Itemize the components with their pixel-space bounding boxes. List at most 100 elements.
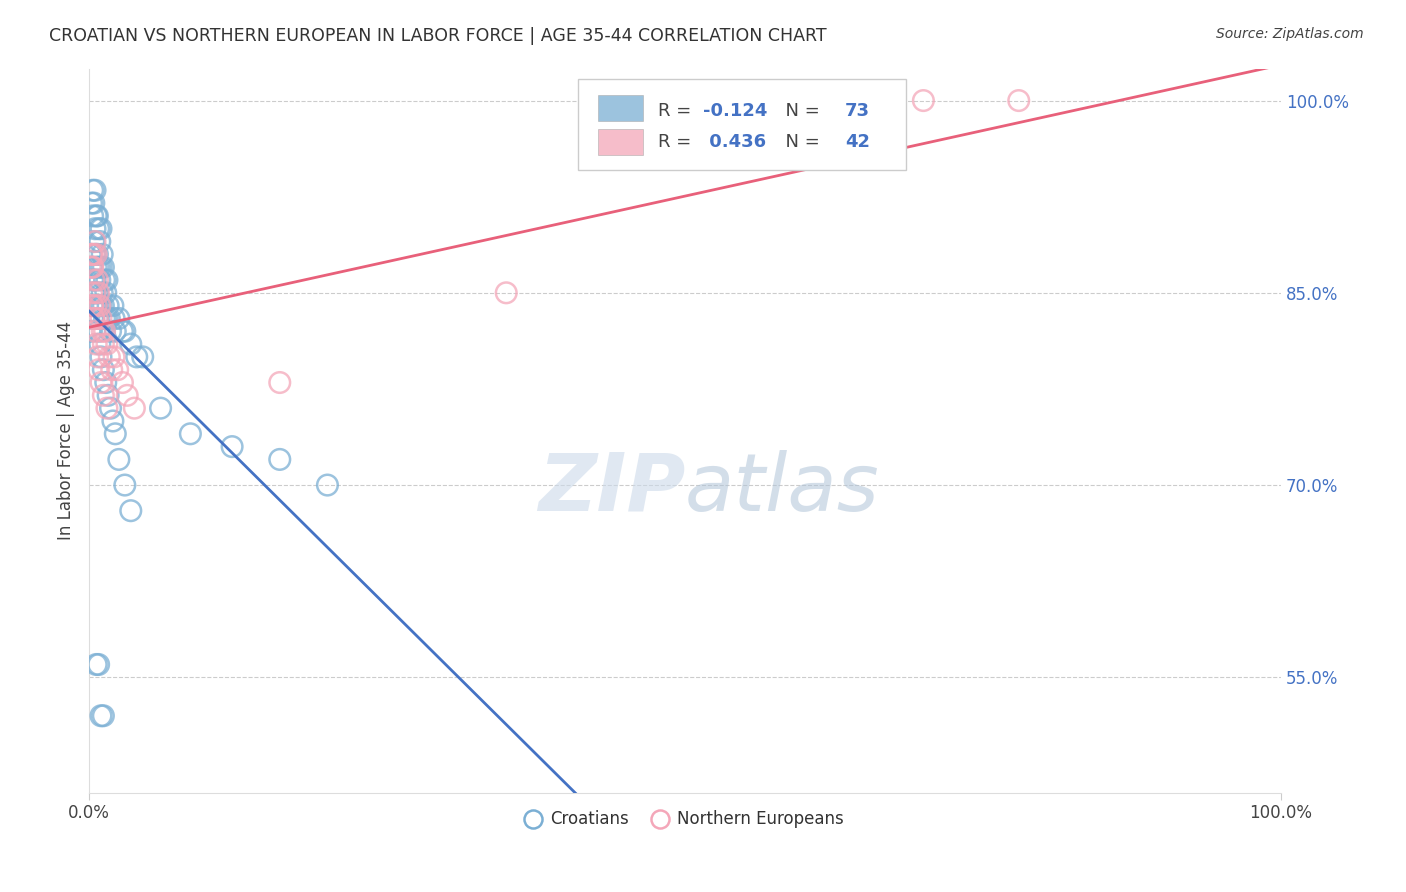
Point — [97, 299, 120, 313]
Y-axis label: In Labor Force | Age 35-44: In Labor Force | Age 35-44 — [58, 321, 75, 541]
Legend: Croatians, Northern Europeans: Croatians, Northern Europeans — [520, 804, 851, 835]
Point — [114, 324, 136, 338]
Point — [93, 337, 115, 351]
Text: N =: N = — [775, 102, 825, 120]
Text: R =: R = — [658, 102, 696, 120]
Point — [86, 209, 108, 223]
FancyBboxPatch shape — [598, 129, 644, 155]
Point — [90, 708, 112, 723]
Point — [93, 324, 115, 338]
Point — [90, 376, 112, 390]
Point — [120, 337, 142, 351]
Point — [108, 452, 131, 467]
Point — [108, 311, 131, 326]
Point — [98, 311, 121, 326]
Point — [87, 299, 110, 313]
Point — [86, 311, 108, 326]
Text: ZIP: ZIP — [537, 450, 685, 527]
Point — [87, 657, 110, 672]
Point — [80, 324, 103, 338]
Point — [84, 299, 107, 313]
Point — [269, 452, 291, 467]
Point — [96, 337, 118, 351]
Point — [495, 285, 517, 300]
Point — [83, 311, 105, 326]
Point — [84, 285, 107, 300]
Point — [115, 388, 138, 402]
Point — [83, 273, 105, 287]
Point — [114, 478, 136, 492]
Point — [79, 247, 101, 261]
Point — [104, 324, 127, 338]
Point — [131, 350, 153, 364]
Point — [83, 196, 105, 211]
Point — [93, 362, 115, 376]
Point — [87, 221, 110, 235]
Point — [82, 260, 104, 275]
Point — [84, 299, 107, 313]
Point — [86, 285, 108, 300]
Point — [84, 324, 107, 338]
Text: 0.436: 0.436 — [703, 134, 766, 152]
Text: atlas: atlas — [685, 450, 880, 527]
Point — [82, 183, 104, 197]
Text: R =: R = — [658, 134, 696, 152]
Point — [100, 362, 122, 376]
Point — [104, 426, 127, 441]
Point — [221, 440, 243, 454]
Point — [107, 362, 129, 376]
Point — [96, 273, 118, 287]
Point — [100, 401, 122, 416]
Point — [87, 285, 110, 300]
Text: 73: 73 — [845, 102, 870, 120]
Point — [82, 311, 104, 326]
Point — [86, 273, 108, 287]
Point — [111, 324, 134, 338]
Point — [91, 247, 114, 261]
Text: CROATIAN VS NORTHERN EUROPEAN IN LABOR FORCE | AGE 35-44 CORRELATION CHART: CROATIAN VS NORTHERN EUROPEAN IN LABOR F… — [49, 27, 827, 45]
Point — [80, 260, 103, 275]
Point — [82, 299, 104, 313]
Point — [96, 311, 118, 326]
Point — [84, 247, 107, 261]
Point — [83, 311, 105, 326]
Text: 42: 42 — [845, 134, 870, 152]
Point — [80, 247, 103, 261]
Point — [86, 247, 108, 261]
Point — [82, 299, 104, 313]
Point — [94, 376, 117, 390]
FancyBboxPatch shape — [578, 79, 905, 169]
Point — [87, 362, 110, 376]
Point — [86, 350, 108, 364]
Point — [120, 504, 142, 518]
Point — [89, 273, 111, 287]
Point — [80, 247, 103, 261]
Point — [89, 299, 111, 313]
Point — [84, 337, 107, 351]
Point — [87, 324, 110, 338]
Point — [149, 401, 172, 416]
Point — [89, 235, 111, 249]
Point — [91, 324, 114, 338]
Point — [83, 299, 105, 313]
FancyBboxPatch shape — [598, 95, 644, 121]
Point — [82, 260, 104, 275]
Point — [269, 376, 291, 390]
Point — [84, 273, 107, 287]
Point — [84, 209, 107, 223]
Point — [90, 299, 112, 313]
Point — [93, 388, 115, 402]
Point — [101, 414, 124, 428]
Point — [97, 388, 120, 402]
Point — [98, 350, 121, 364]
Point — [912, 94, 935, 108]
Point — [84, 299, 107, 313]
Point — [84, 657, 107, 672]
Point — [83, 247, 105, 261]
Point — [94, 285, 117, 300]
Point — [103, 350, 125, 364]
Point — [84, 285, 107, 300]
Text: Source: ZipAtlas.com: Source: ZipAtlas.com — [1216, 27, 1364, 41]
Point — [90, 311, 112, 326]
Point — [316, 478, 339, 492]
